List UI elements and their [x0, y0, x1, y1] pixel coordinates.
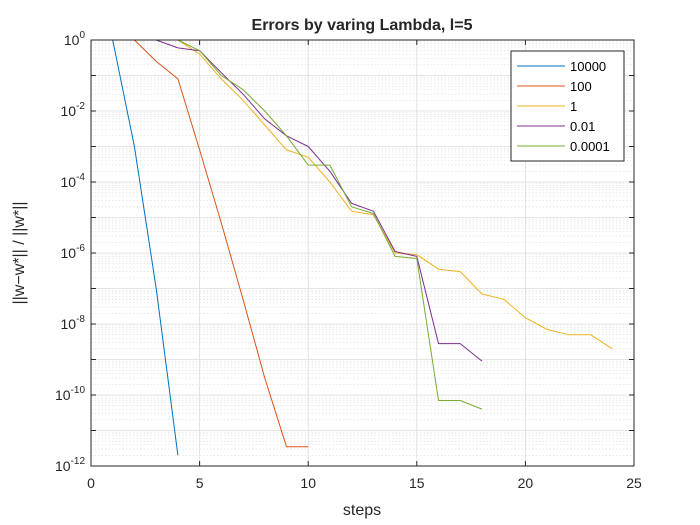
y-tick-base: 10: [64, 32, 80, 48]
x-tick-label: 5: [196, 475, 204, 491]
y-tick-label: 10-2: [61, 101, 86, 119]
x-tick-label: 20: [518, 475, 534, 491]
y-tick-label: 10-10: [55, 385, 85, 403]
y-tick-exponent: -2: [76, 101, 85, 112]
x-tick-label: 15: [409, 475, 425, 491]
y-tick-label: 10-12: [55, 456, 85, 474]
x-tick-labels: 0 5 10 15 20 25: [87, 475, 642, 491]
series-line-2: [112, 39, 613, 350]
y-tick-label: 10-4: [61, 172, 86, 190]
y-tick-label: 10-6: [61, 243, 86, 261]
series-line-1: [112, 39, 309, 448]
legend-entry-label: 1: [570, 99, 577, 114]
y-tick-base: 10: [55, 458, 71, 474]
legend: 10000 100 1 0.01 0.0001: [510, 50, 625, 162]
y-tick-exponent: -6: [76, 243, 85, 254]
y-tick-base: 10: [61, 245, 77, 261]
y-tick-base: 10: [61, 103, 77, 119]
y-tick-exponent: -10: [71, 385, 86, 396]
y-tick-exponent: -12: [71, 456, 86, 467]
series-line-3: [112, 39, 483, 362]
series-line-0: [112, 39, 179, 456]
y-tick-base: 10: [61, 174, 77, 190]
x-tick-label: 25: [626, 475, 642, 491]
legend-entry-label: 10000: [570, 59, 606, 74]
y-tick-base: 10: [61, 316, 77, 332]
tick-marks: [90, 39, 635, 467]
x-tick-label: 0: [87, 475, 95, 491]
y-tick-exponent: -4: [76, 172, 85, 183]
x-tick-label: 10: [300, 475, 316, 491]
legend-entry-label: 100: [570, 79, 592, 94]
y-axis-label: ||w−w*|| / ||w*||: [11, 201, 28, 304]
y-tick-exponent: -8: [76, 314, 85, 325]
chart-title: Errors by varing Lambda, l=5: [252, 17, 473, 34]
legend-entry-label: 0.0001: [570, 139, 610, 154]
x-axis-label: steps: [343, 502, 381, 519]
y-tick-base: 10: [55, 387, 71, 403]
y-tick-label: 100: [64, 30, 86, 48]
legend-entry-label: 0.01: [570, 119, 595, 134]
y-tick-exponent: 0: [79, 30, 85, 41]
y-tick-label: 10-8: [61, 314, 86, 332]
